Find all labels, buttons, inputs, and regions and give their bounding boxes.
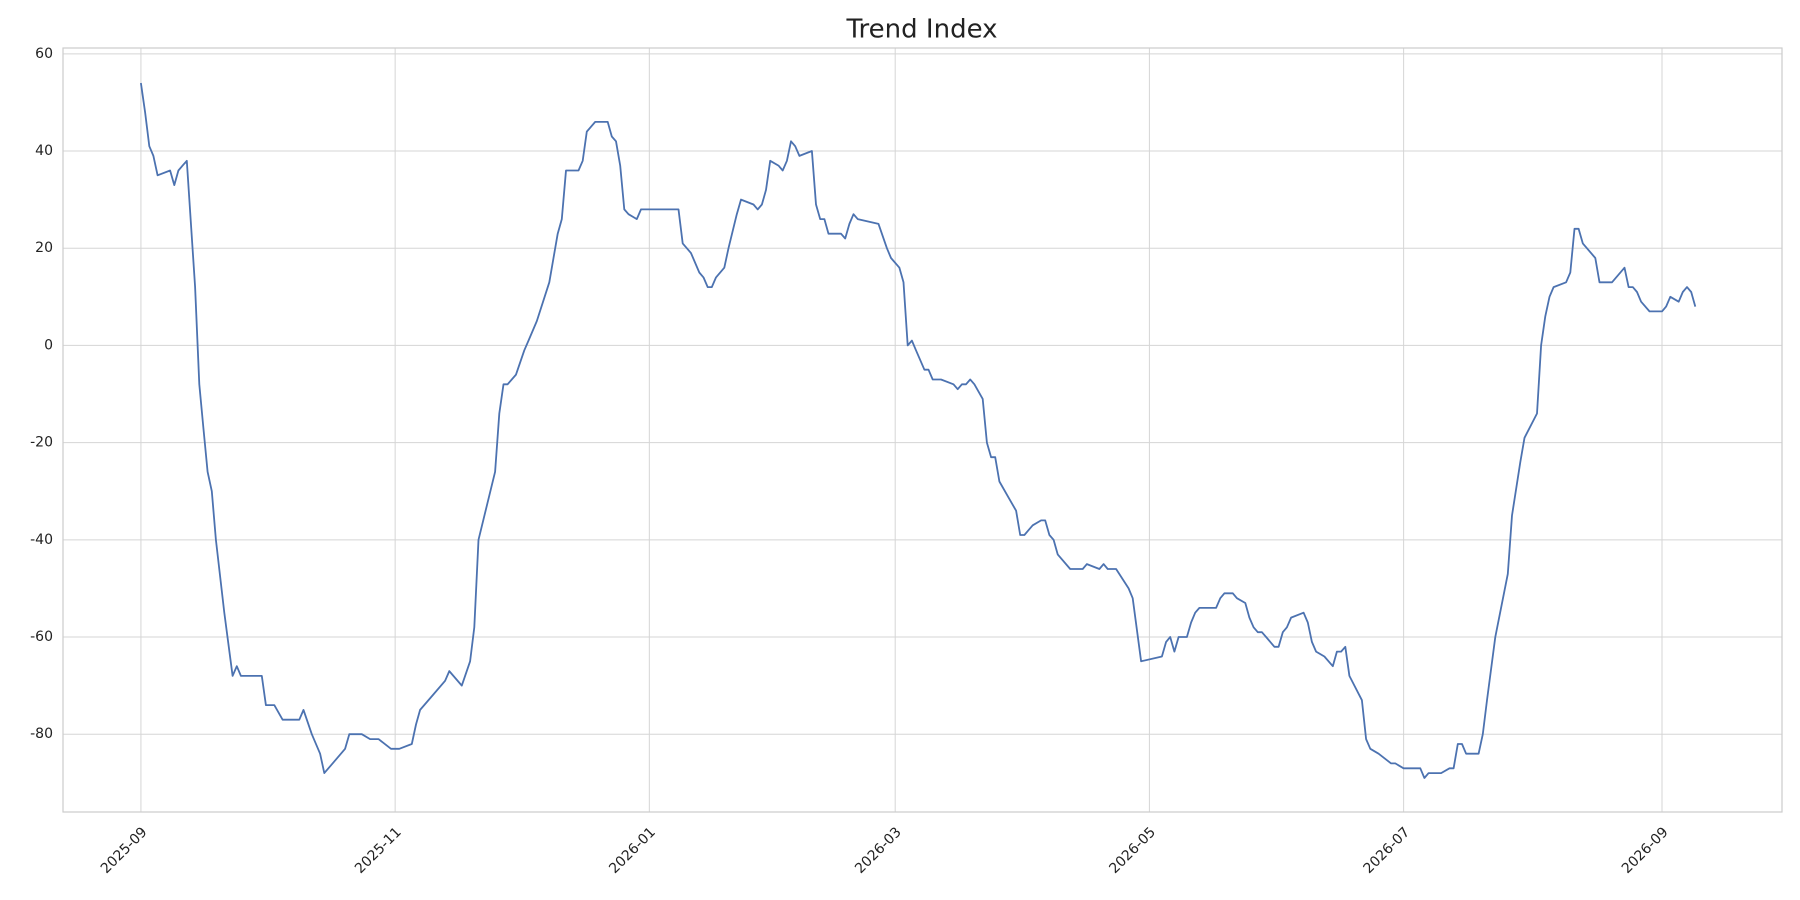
y-tick-label: 60 [35, 46, 53, 62]
y-tick-label: 0 [44, 337, 53, 353]
y-tick-label: -40 [30, 532, 53, 548]
y-tick-label: -60 [30, 629, 53, 645]
y-tick-label: -80 [30, 726, 53, 742]
data-line [140, 82, 1697, 779]
chart-title: Trend Index [846, 15, 998, 45]
y-tick-label: 20 [35, 240, 53, 256]
y-tick-label: 40 [35, 143, 53, 159]
y-tick-label: -20 [30, 435, 53, 451]
plot-frame [62, 47, 1783, 813]
